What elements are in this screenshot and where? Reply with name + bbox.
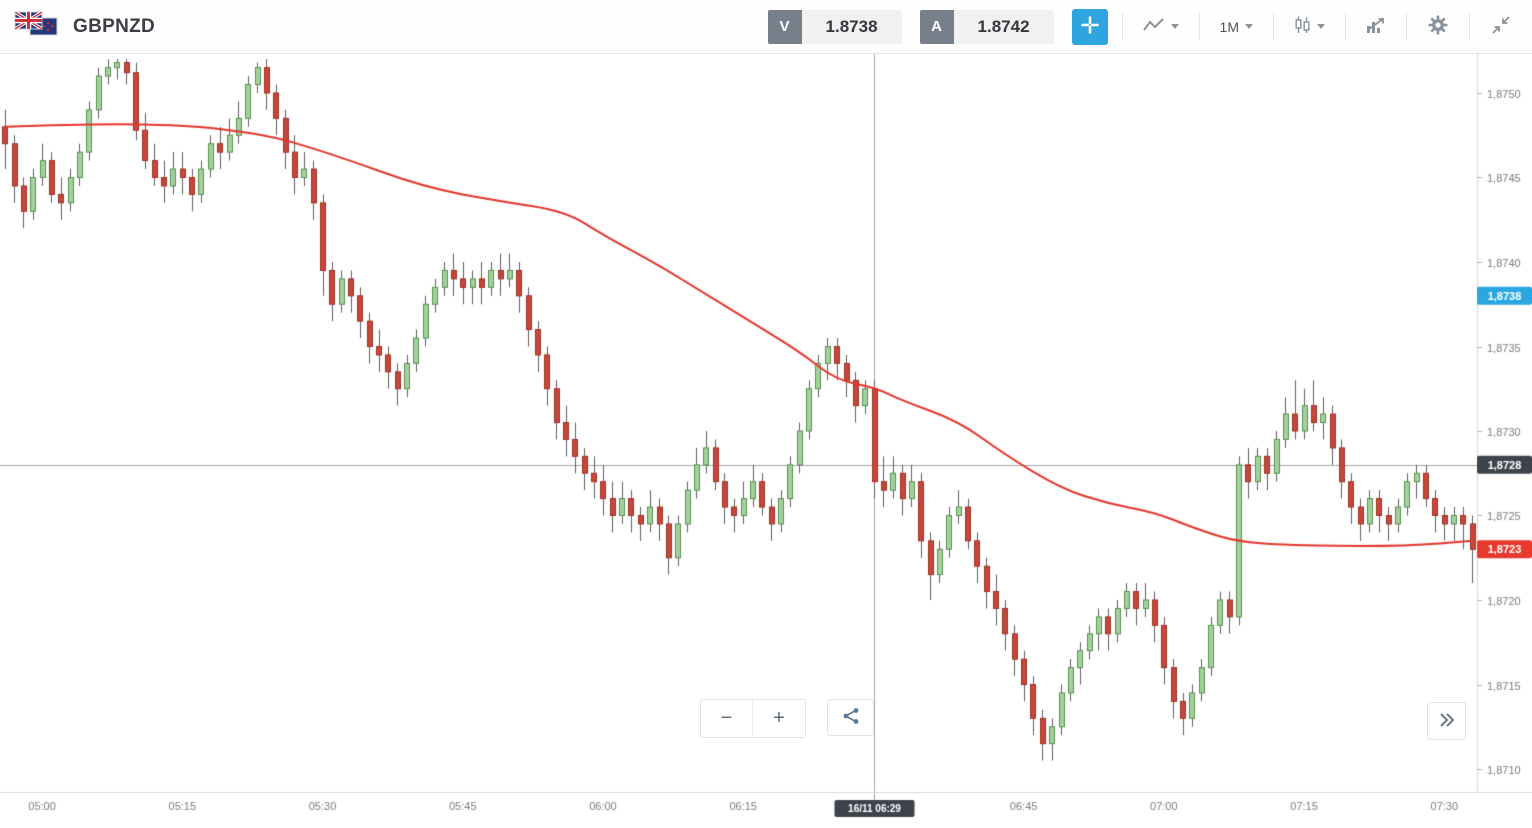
expand-panel-button[interactable] bbox=[1427, 702, 1466, 740]
toolbar-divider bbox=[1345, 12, 1346, 41]
share-button[interactable] bbox=[827, 699, 874, 736]
chart-header: GBPNZD V 1.8738 A 1.8742 bbox=[0, 0, 1532, 54]
toolbar-divider bbox=[1273, 12, 1274, 41]
sell-price-value[interactable]: 1.8738 bbox=[801, 9, 902, 44]
share-icon bbox=[841, 706, 861, 729]
gear-icon bbox=[1427, 14, 1449, 39]
indicators-button[interactable] bbox=[1360, 12, 1392, 41]
toolbar-divider bbox=[1469, 12, 1470, 41]
chevron-down-icon bbox=[1245, 24, 1253, 29]
ask-quote: A 1.8742 bbox=[919, 9, 1054, 44]
toolbar-divider bbox=[1121, 12, 1123, 41]
symbol-title: GBPNZD bbox=[73, 15, 156, 37]
timeframe-label: 1M bbox=[1219, 18, 1239, 35]
line-chart-icon bbox=[1142, 17, 1165, 36]
toolbar-divider bbox=[1406, 12, 1407, 41]
double-chevron-right-icon bbox=[1438, 712, 1456, 731]
crosshair-tool-button[interactable] bbox=[1071, 8, 1108, 45]
timeframe-dropdown[interactable]: 1M bbox=[1214, 15, 1259, 39]
instrument-info: GBPNZD bbox=[14, 11, 155, 42]
chevron-down-icon bbox=[1170, 24, 1179, 29]
chart-type-dropdown[interactable] bbox=[1137, 13, 1185, 40]
candle-style-dropdown[interactable] bbox=[1288, 12, 1331, 41]
ask-button[interactable]: A bbox=[919, 9, 954, 44]
gbp-nzd-flag-icon bbox=[14, 11, 58, 42]
indicators-icon bbox=[1366, 16, 1386, 37]
collapse-arrows-icon bbox=[1490, 14, 1512, 39]
collapse-chart-button[interactable] bbox=[1484, 10, 1518, 43]
zoom-out-button[interactable]: − bbox=[701, 700, 753, 737]
zoom-in-button[interactable]: + bbox=[753, 700, 805, 737]
zoom-controls: − + bbox=[700, 699, 806, 738]
settings-button[interactable] bbox=[1421, 10, 1455, 43]
sell-quote: V 1.8738 bbox=[767, 9, 902, 44]
sell-button[interactable]: V bbox=[767, 9, 802, 44]
chevron-down-icon bbox=[1317, 24, 1325, 29]
ask-price-value[interactable]: 1.8742 bbox=[953, 9, 1054, 44]
crosshair-icon bbox=[1080, 15, 1100, 38]
chart-area: − + bbox=[0, 54, 1532, 828]
toolbar-divider bbox=[1198, 12, 1200, 41]
header-toolbar: V 1.8738 A 1.8742 1M bbox=[767, 8, 1518, 45]
candlestick-icon bbox=[1294, 16, 1311, 37]
